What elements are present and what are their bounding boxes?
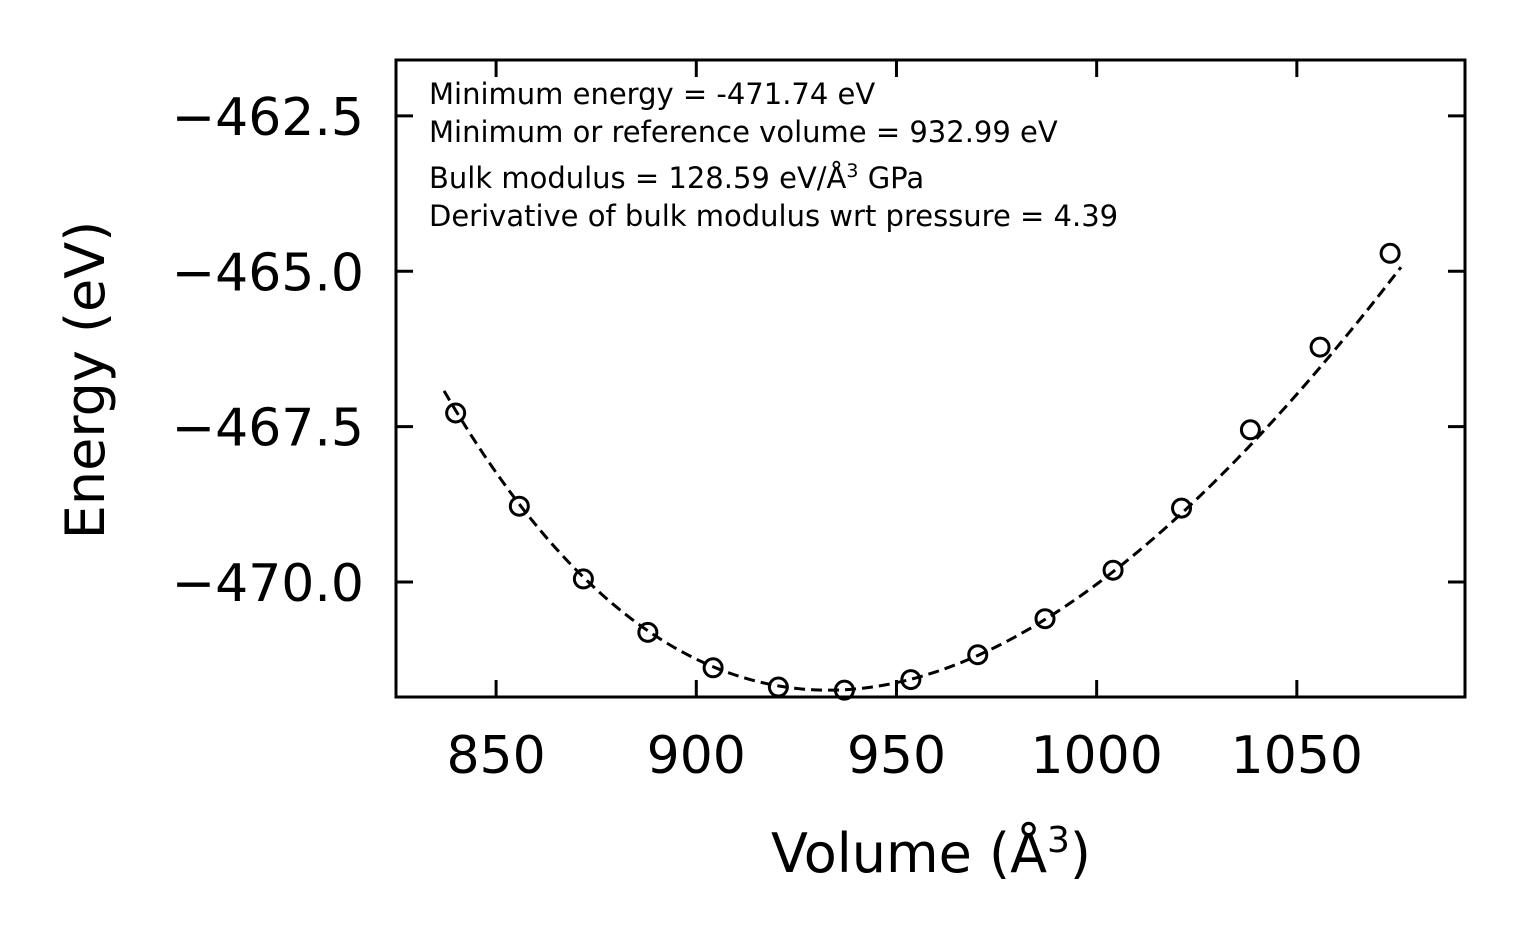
x-tick-label: 850 bbox=[446, 726, 545, 786]
data-point bbox=[702, 657, 724, 679]
data-point bbox=[967, 644, 989, 666]
annotation-block: Minimum energy = -471.74 eV Minimum or r… bbox=[429, 77, 1118, 233]
y-tick-label: −465.0 bbox=[172, 243, 364, 303]
x-axis-title-close: ) bbox=[1070, 822, 1091, 885]
data-points-layer bbox=[445, 242, 1401, 701]
annotation-min-energy: Minimum energy = -471.74 eV bbox=[429, 77, 875, 111]
data-point bbox=[508, 495, 530, 517]
y-axis-title: Energy (eV) bbox=[54, 221, 117, 540]
y-tick-label: −470.0 bbox=[172, 554, 364, 614]
x-axis-title: Volume (Å3) bbox=[771, 820, 1091, 885]
annotation-bulk-modulus: Bulk modulus = 128.59 eV/Å3 GPa bbox=[429, 160, 924, 195]
data-point bbox=[1379, 242, 1401, 264]
fit-curve bbox=[442, 266, 1403, 692]
x-axis-title-sup: 3 bbox=[1047, 820, 1070, 861]
annotation-bulk-modulus-sup: 3 bbox=[846, 160, 858, 182]
data-point bbox=[1239, 419, 1261, 441]
y-tick-label: −462.5 bbox=[172, 88, 364, 148]
x-tick-label: 900 bbox=[647, 726, 746, 786]
data-point bbox=[637, 621, 659, 643]
ticks-layer: 850 900 950 1000 1050 −462.5 −465.0 −467.5 −470.… bbox=[172, 60, 1465, 786]
annotation-bulk-derivative: Derivative of bulk modulus wrt pressure … bbox=[429, 199, 1118, 233]
data-point bbox=[1102, 559, 1124, 581]
data-point bbox=[1309, 336, 1331, 358]
plot-frame bbox=[394, 58, 1467, 699]
data-point bbox=[900, 669, 922, 691]
fit-curve-layer bbox=[442, 266, 1403, 692]
x-tick-label: 1000 bbox=[1030, 726, 1162, 786]
data-point bbox=[1171, 497, 1193, 519]
x-tick-label: 1050 bbox=[1231, 726, 1363, 786]
annotation-bulk-modulus-suffix: GPa bbox=[858, 161, 924, 195]
annotation-min-volume: Minimum or reference volume = 932.99 eV bbox=[429, 115, 1058, 149]
data-point bbox=[572, 568, 594, 590]
x-tick-label: 950 bbox=[847, 726, 946, 786]
annotation-bulk-modulus-main: Bulk modulus = 128.59 eV/Å bbox=[429, 161, 847, 195]
x-axis-title-main: Volume (Å bbox=[771, 821, 1047, 885]
y-tick-label: −467.5 bbox=[172, 399, 364, 459]
data-point bbox=[445, 402, 467, 424]
data-point bbox=[1034, 608, 1056, 630]
data-point bbox=[833, 679, 855, 701]
